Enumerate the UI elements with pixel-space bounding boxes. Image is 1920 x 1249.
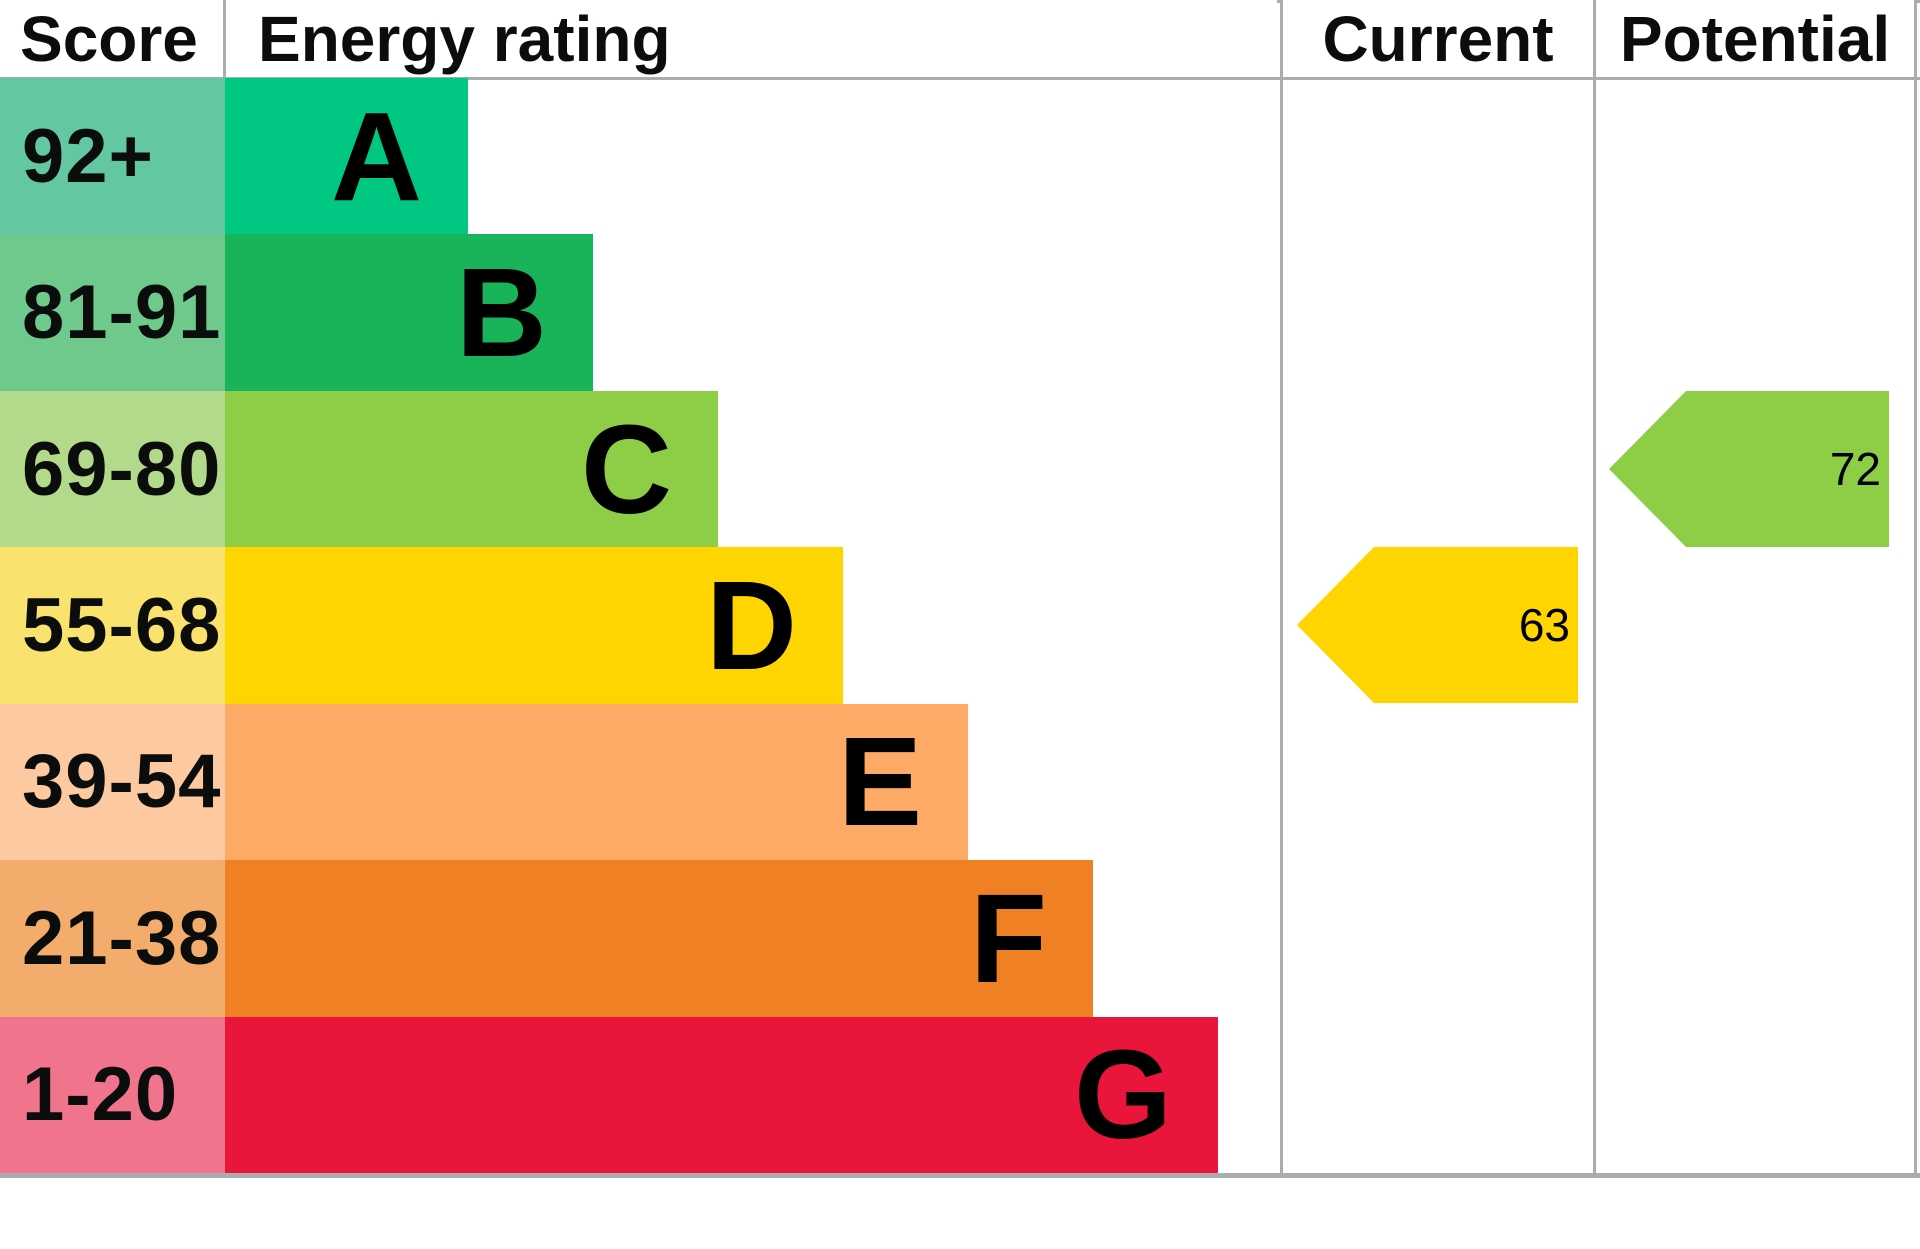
band-row-a: 92+ A: [0, 78, 1277, 235]
energy-bands: 92+ A 81-91 B 69-80 C 55-68 D 39-54 E 21-38 F 1-20 G: [0, 78, 1277, 1173]
score-range-e: 39-54: [0, 703, 225, 861]
chart-bottom-border: [0, 1173, 1920, 1178]
band-bar-f: F: [225, 860, 1093, 1017]
band-bar-a: A: [225, 78, 468, 235]
chart-right-border: [1914, 0, 1917, 1173]
band-bar-e: E: [225, 703, 968, 861]
band-bar-b: B: [225, 234, 593, 391]
band-row-f: 21-38 F: [0, 860, 1277, 1017]
band-row-e: 39-54 E: [0, 703, 1277, 861]
potential-column-header: Potential: [1596, 0, 1914, 77]
band-letter-c: C: [581, 398, 672, 540]
band-letter-f: F: [970, 867, 1047, 1009]
band-row-b: 81-91 B: [0, 234, 1277, 391]
band-letter-e: E: [837, 711, 922, 853]
header-bottom-border: [0, 77, 1920, 80]
energy-rating-column-header: Energy rating: [226, 0, 1277, 77]
score-column-header: Score: [0, 0, 223, 77]
score-range-g: 1-20: [0, 1016, 225, 1173]
score-range-c: 69-80: [0, 390, 225, 548]
band-bar-c: C: [225, 390, 718, 548]
potential-column-border: [1593, 0, 1596, 1173]
band-letter-g: G: [1073, 1024, 1172, 1166]
current-column-border: [1280, 0, 1283, 1173]
potential-rating-arrow: 72: [1609, 391, 1889, 547]
score-range-b: 81-91: [0, 234, 225, 391]
band-row-c: 69-80 C: [0, 390, 1277, 548]
score-range-f: 21-38: [0, 860, 225, 1017]
band-bar-g: G: [225, 1016, 1218, 1173]
band-row-g: 1-20 G: [0, 1016, 1277, 1173]
current-rating-value: 63: [1518, 599, 1570, 651]
score-range-d: 55-68: [0, 547, 225, 704]
band-letter-a: A: [331, 85, 422, 227]
band-bar-d: D: [225, 547, 843, 704]
current-column-header: Current: [1283, 0, 1593, 77]
score-rating-divider: [223, 0, 226, 77]
score-range-a: 92+: [0, 78, 225, 235]
band-letter-d: D: [706, 554, 797, 696]
band-letter-b: B: [456, 242, 547, 384]
current-rating-arrow: 63: [1297, 547, 1578, 703]
potential-rating-value: 72: [1829, 443, 1881, 495]
band-row-d: 55-68 D: [0, 547, 1277, 704]
